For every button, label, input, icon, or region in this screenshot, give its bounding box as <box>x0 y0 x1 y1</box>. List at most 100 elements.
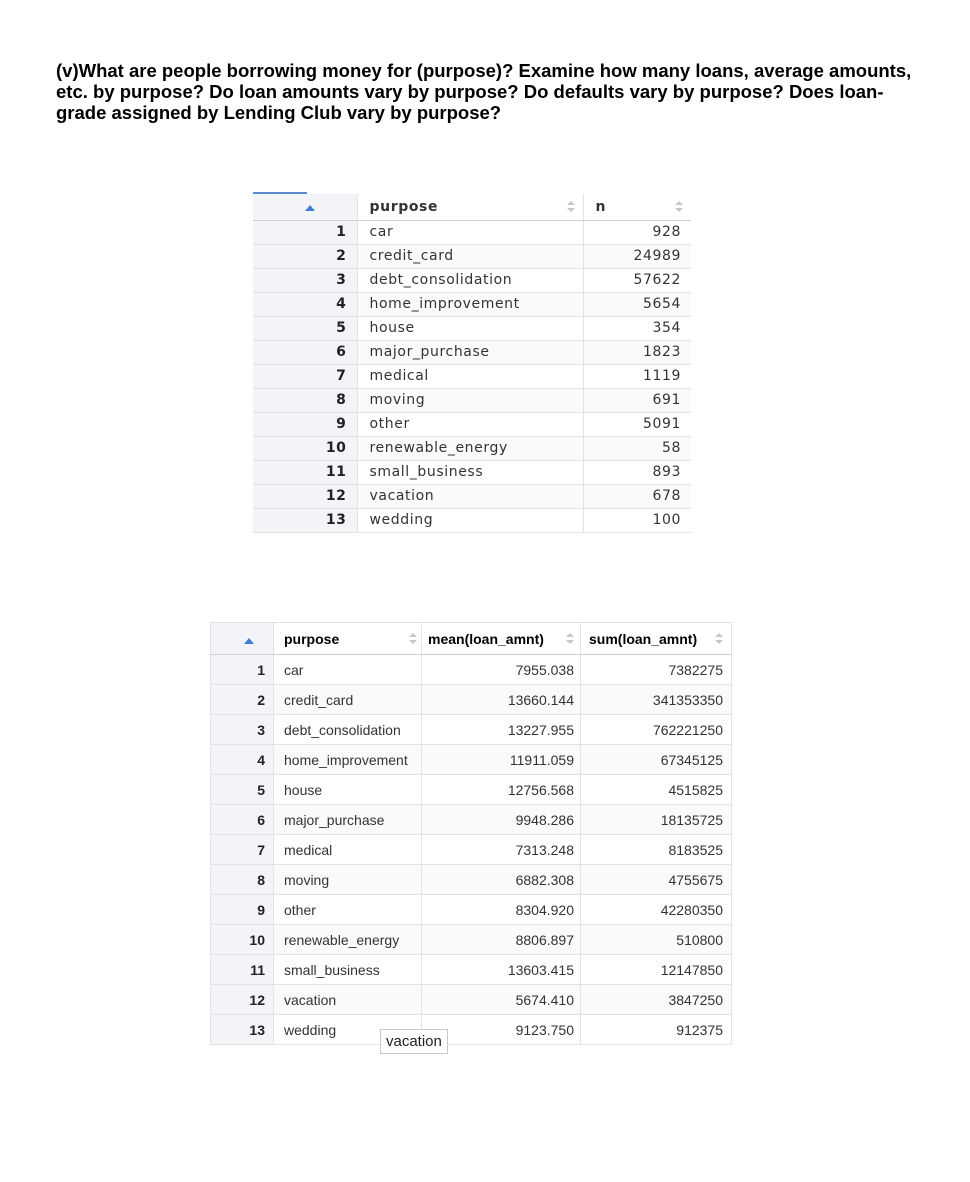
table-row: 11 small_business 893 <box>253 460 691 485</box>
row-index: 2 <box>210 684 274 715</box>
table-row: 10 renewable_energy 58 <box>253 436 691 461</box>
index-column-header[interactable] <box>253 194 358 221</box>
purpose-cell[interactable]: small_business <box>357 460 584 485</box>
table-row: 2 credit_card 13660.144 341353350 <box>210 684 732 715</box>
table-row: 2 credit_card 24989 <box>253 244 691 269</box>
count-by-purpose-table: purpose n 1 car 928 2 credit_card 24989 3 debt_… <box>253 194 691 533</box>
table-row: 12 vacation 5674.410 3847250 <box>210 984 732 1015</box>
purpose-cell[interactable]: credit_card <box>273 684 422 715</box>
purpose-cell[interactable]: car <box>357 220 584 245</box>
mean-loan-amnt-cell[interactable]: 8806.897 <box>421 924 581 955</box>
purpose-cell[interactable]: wedding <box>357 508 584 533</box>
mean-loan-amnt-cell[interactable]: 13227.955 <box>421 714 581 745</box>
mean-loan-amnt-cell[interactable]: 13660.144 <box>421 684 581 715</box>
row-index: 3 <box>210 714 274 745</box>
count-cell[interactable]: 928 <box>583 220 691 245</box>
count-cell[interactable]: 24989 <box>583 244 691 269</box>
row-index: 6 <box>253 340 358 365</box>
mean-loan-amnt-cell[interactable]: 6882.308 <box>421 864 581 895</box>
purpose-cell[interactable]: renewable_energy <box>273 924 422 955</box>
mean-loan-amnt-cell[interactable]: 7955.038 <box>421 654 581 685</box>
table-row: 6 major_purchase 1823 <box>253 340 691 365</box>
purpose-cell[interactable]: house <box>273 774 422 805</box>
mean-loan-amnt-cell[interactable]: 9123.750 <box>421 1014 581 1045</box>
table-row: 3 debt_consolidation 57622 <box>253 268 691 293</box>
purpose-cell[interactable]: medical <box>273 834 422 865</box>
sum-loan-amnt-column-header[interactable]: sum(loan_amnt) <box>580 622 732 655</box>
purpose-cell[interactable]: house <box>357 316 584 341</box>
purpose-cell[interactable]: vacation <box>357 484 584 509</box>
mean-loan-amnt-cell[interactable]: 9948.286 <box>421 804 581 835</box>
mean-loan-amnt-cell[interactable]: 12756.568 <box>421 774 581 805</box>
sort-icon <box>566 200 575 213</box>
count-cell[interactable]: 1823 <box>583 340 691 365</box>
sum-loan-amnt-cell[interactable]: 4755675 <box>580 864 732 895</box>
mean-loan-amnt-cell[interactable]: 7313.248 <box>421 834 581 865</box>
mean-loan-amnt-column-header[interactable]: mean(loan_amnt) <box>421 622 581 655</box>
sum-loan-amnt-cell[interactable]: 67345125 <box>580 744 732 775</box>
row-index: 7 <box>210 834 274 865</box>
purpose-cell[interactable]: small_business <box>273 954 422 985</box>
purpose-cell[interactable]: car <box>273 654 422 685</box>
count-cell[interactable]: 691 <box>583 388 691 413</box>
sum-loan-amnt-cell[interactable]: 3847250 <box>580 984 732 1015</box>
row-index: 6 <box>210 804 274 835</box>
sort-icon <box>409 632 417 645</box>
table-row: 7 medical 1119 <box>253 364 691 389</box>
row-index: 13 <box>253 508 358 533</box>
row-index: 5 <box>253 316 358 341</box>
row-index: 10 <box>210 924 274 955</box>
purpose-cell[interactable]: other <box>273 894 422 925</box>
sort-icon <box>675 200 683 213</box>
count-cell[interactable]: 58 <box>583 436 691 461</box>
sum-loan-amnt-cell[interactable]: 341353350 <box>580 684 732 715</box>
row-index: 13 <box>210 1014 274 1045</box>
purpose-cell[interactable]: renewable_energy <box>357 436 584 461</box>
purpose-cell[interactable]: medical <box>357 364 584 389</box>
row-index: 4 <box>253 292 358 317</box>
count-cell[interactable]: 5091 <box>583 412 691 437</box>
n-column-header[interactable]: n <box>583 194 691 221</box>
count-cell[interactable]: 893 <box>583 460 691 485</box>
loan-amount-by-purpose-table: purpose mean(loan_amnt) sum(loan_amnt) 1… <box>210 622 732 1045</box>
purpose-cell[interactable]: debt_consolidation <box>357 268 584 293</box>
purpose-cell[interactable]: moving <box>357 388 584 413</box>
purpose-cell[interactable]: home_improvement <box>273 744 422 775</box>
purpose-column-header[interactable]: purpose <box>273 622 422 655</box>
purpose-cell[interactable]: vacation <box>273 984 422 1015</box>
table-header-row: purpose n <box>253 194 691 221</box>
sum-loan-amnt-cell[interactable]: 18135725 <box>580 804 732 835</box>
mean-loan-amnt-cell[interactable]: 8304.920 <box>421 894 581 925</box>
sum-loan-amnt-cell[interactable]: 762221250 <box>580 714 732 745</box>
count-cell[interactable]: 100 <box>583 508 691 533</box>
sum-loan-amnt-cell[interactable]: 8183525 <box>580 834 732 865</box>
sum-loan-amnt-cell[interactable]: 912375 <box>580 1014 732 1045</box>
sum-loan-amnt-cell[interactable]: 42280350 <box>580 894 732 925</box>
purpose-cell[interactable]: debt_consolidation <box>273 714 422 745</box>
table-row: 9 other 5091 <box>253 412 691 437</box>
count-cell[interactable]: 678 <box>583 484 691 509</box>
purpose-cell[interactable]: moving <box>273 864 422 895</box>
index-column-header[interactable] <box>210 622 274 655</box>
count-cell[interactable]: 354 <box>583 316 691 341</box>
table-row: 1 car 928 <box>253 220 691 245</box>
sum-loan-amnt-cell[interactable]: 7382275 <box>580 654 732 685</box>
purpose-cell[interactable]: home_improvement <box>357 292 584 317</box>
mean-loan-amnt-cell[interactable]: 5674.410 <box>421 984 581 1015</box>
count-cell[interactable]: 57622 <box>583 268 691 293</box>
count-cell[interactable]: 5654 <box>583 292 691 317</box>
purpose-cell[interactable]: major_purchase <box>273 804 422 835</box>
row-index: 7 <box>253 364 358 389</box>
sum-loan-amnt-cell[interactable]: 4515825 <box>580 774 732 805</box>
sum-loan-amnt-cell[interactable]: 510800 <box>580 924 732 955</box>
purpose-column-header[interactable]: purpose <box>357 194 584 221</box>
sort-icon <box>715 632 723 645</box>
purpose-cell[interactable]: other <box>357 412 584 437</box>
purpose-cell[interactable]: credit_card <box>357 244 584 269</box>
mean-loan-amnt-cell[interactable]: 11911.059 <box>421 744 581 775</box>
count-cell[interactable]: 1119 <box>583 364 691 389</box>
mean-loan-amnt-cell[interactable]: 13603.415 <box>421 954 581 985</box>
table-row: 5 house 12756.568 4515825 <box>210 774 732 805</box>
purpose-cell[interactable]: major_purchase <box>357 340 584 365</box>
sum-loan-amnt-cell[interactable]: 12147850 <box>580 954 732 985</box>
